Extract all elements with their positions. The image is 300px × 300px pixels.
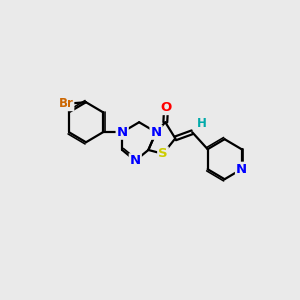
Text: N: N (130, 154, 141, 167)
Text: O: O (160, 101, 172, 114)
Text: H: H (197, 116, 207, 130)
Text: Br: Br (58, 97, 74, 110)
Text: N: N (117, 126, 128, 139)
Text: N: N (151, 126, 162, 139)
Text: S: S (158, 147, 168, 160)
Text: N: N (236, 163, 247, 176)
